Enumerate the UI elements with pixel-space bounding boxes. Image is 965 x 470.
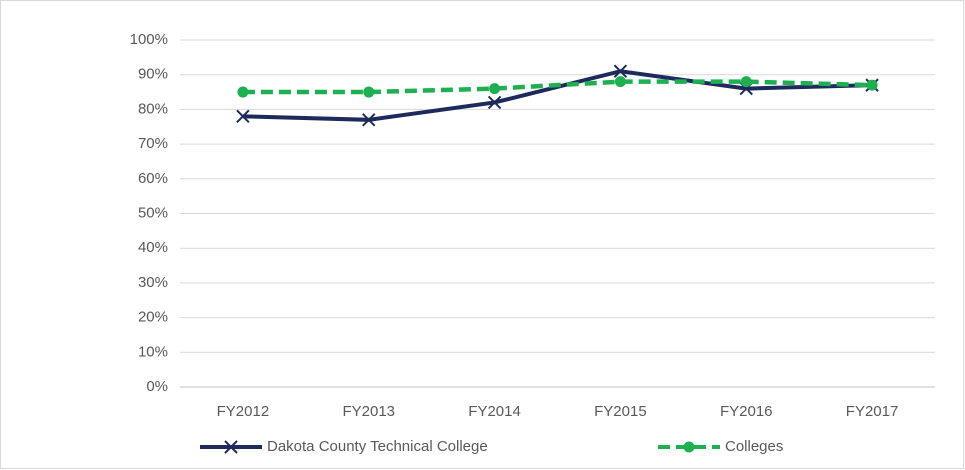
marker [363, 86, 375, 98]
y-tick-label: 30% [138, 274, 168, 291]
x-tick-label: FY2017 [846, 403, 899, 420]
marker [614, 76, 626, 88]
x-tick-label: FY2012 [217, 403, 270, 420]
legend-label: Dakota County Technical College [267, 438, 488, 455]
marker [362, 113, 376, 127]
marker [866, 79, 878, 91]
marker [740, 76, 752, 88]
legend-marker [683, 441, 695, 453]
marker [236, 109, 250, 124]
marker [237, 86, 249, 98]
y-tick-label: 80% [138, 100, 168, 117]
y-tick-label: 60% [138, 170, 168, 187]
x-tick-label: FY2015 [594, 403, 647, 420]
marker [489, 83, 501, 95]
y-tick-label: 0% [146, 378, 168, 395]
y-tick-label: 50% [138, 204, 168, 221]
x-tick-label: FY2016 [720, 403, 773, 420]
marker [613, 64, 628, 78]
marker [487, 95, 502, 110]
y-tick-label: 90% [138, 66, 168, 83]
y-tick-label: 70% [138, 135, 168, 152]
series-line [242, 79, 873, 95]
legend-label: Colleges [725, 438, 783, 455]
x-tick-label: FY2014 [468, 403, 521, 420]
y-tick-label: 10% [138, 343, 168, 360]
y-tick-label: 20% [138, 309, 168, 326]
y-tick-label: 100% [130, 31, 168, 48]
y-tick-label: 40% [138, 239, 168, 256]
x-tick-label: FY2013 [342, 403, 395, 420]
legend-marker [224, 440, 238, 454]
